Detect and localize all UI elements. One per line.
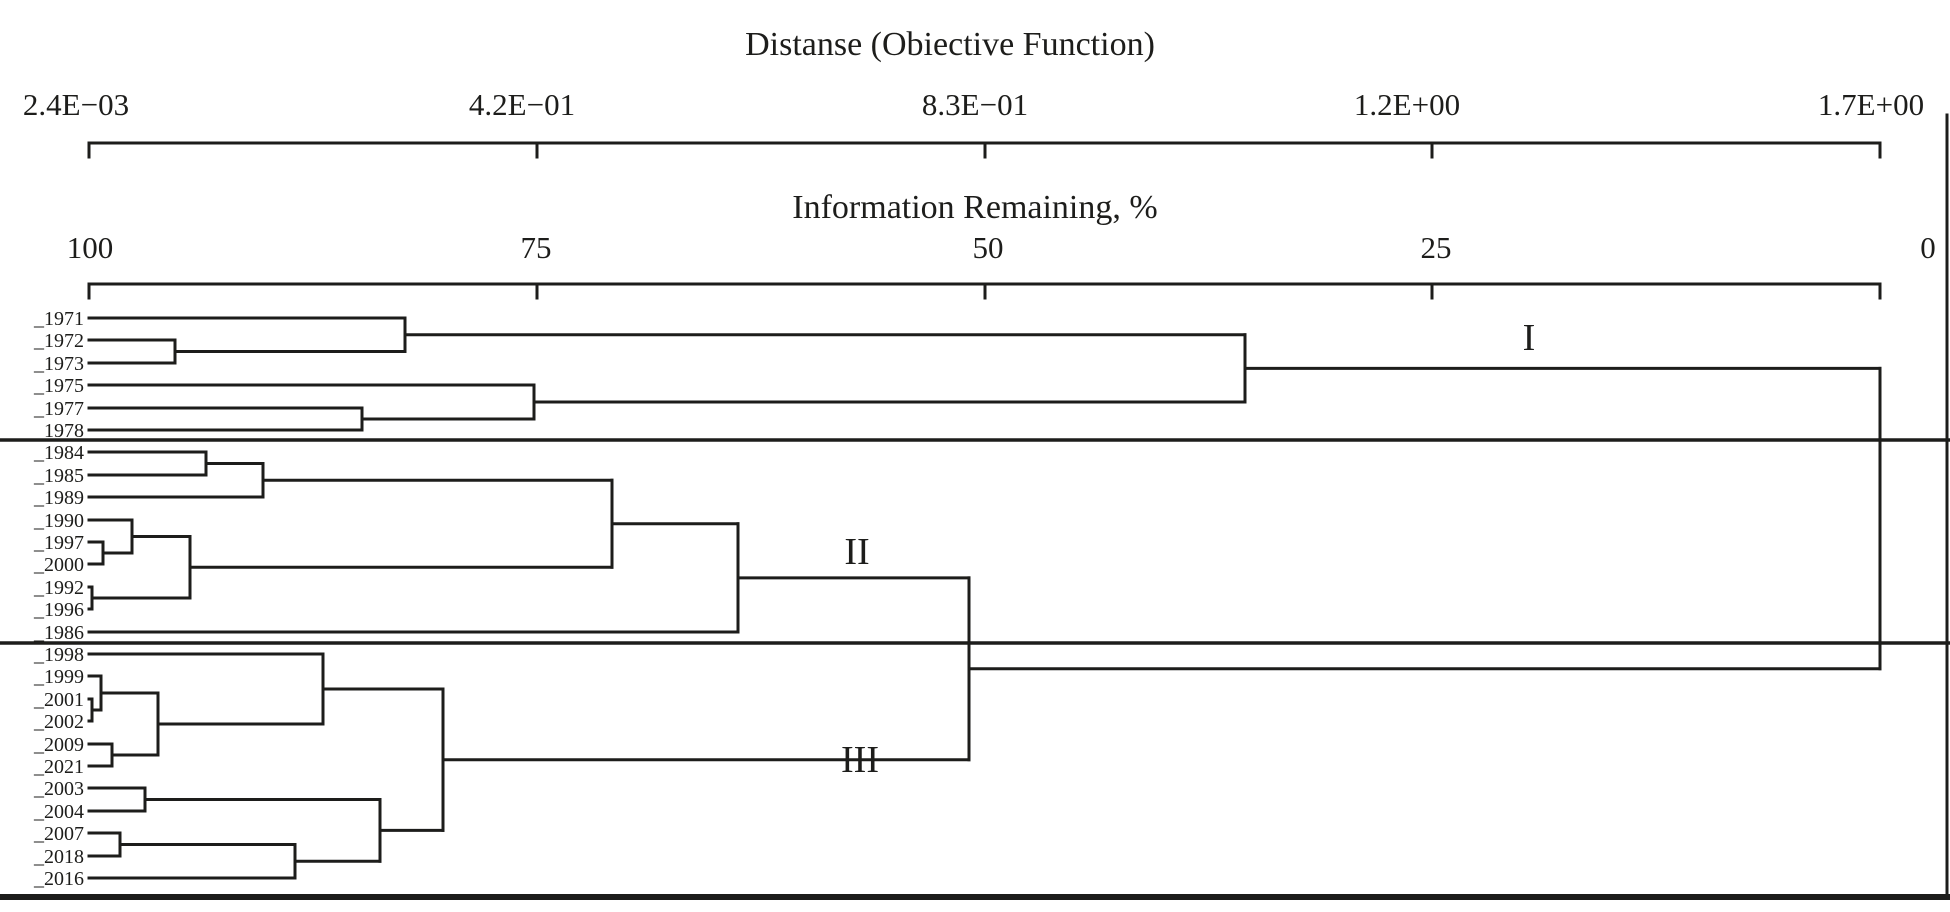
cluster-label: II (844, 531, 869, 573)
leaf-label: _1996 (33, 599, 84, 621)
leaf-label: _2002 (33, 711, 84, 733)
distance-axis-tick-label: 4.2E−01 (469, 87, 575, 122)
leaf-label: _2003 (33, 778, 84, 800)
information-axis-tick-label: 50 (973, 230, 1004, 265)
leaf-label: _1990 (33, 510, 84, 532)
leaf-label: _1975 (33, 375, 84, 397)
leaf-label: _2007 (33, 823, 84, 845)
information-axis-tick-label: 75 (521, 230, 552, 265)
leaf-label: _1986 (33, 622, 84, 644)
leaf-label: _1998 (33, 644, 84, 666)
distance-axis-tick-label: 1.7E+00 (1818, 87, 1924, 122)
distance-axis-title: Distanse (Obiective Function) (745, 26, 1155, 63)
cluster-label: III (841, 739, 879, 781)
distance-axis-tick-label: 1.2E+00 (1354, 87, 1460, 122)
leaf-label: _2009 (33, 734, 84, 756)
leaf-label: _1989 (33, 487, 84, 509)
leaf-label: _2001 (33, 689, 84, 711)
leaf-label: _2021 (33, 756, 84, 778)
leaf-label: _2004 (33, 801, 84, 823)
leaf-label: _1972 (33, 330, 84, 352)
leaf-label: _1997 (33, 532, 84, 554)
leaf-label: _1978 (33, 420, 84, 442)
leaf-label: _1971 (33, 308, 84, 330)
leaf-label: _1985 (33, 465, 84, 487)
leaf-label: _1984 (33, 442, 84, 464)
leaf-label: _2000 (33, 554, 84, 576)
leaf-label: _1977 (33, 398, 84, 420)
information-axis-tick-label: 25 (1421, 230, 1452, 265)
information-axis-title: Information Remaining, % (792, 189, 1157, 226)
information-axis-tick-label: 100 (67, 230, 114, 265)
cluster-label: I (1523, 317, 1536, 359)
leaf-label: _2016 (33, 868, 84, 890)
distance-axis-tick-label: 2.4E−03 (23, 87, 129, 122)
leaf-label: _1973 (33, 353, 84, 375)
leaf-label: _2018 (33, 846, 84, 868)
leaf-label: _1992 (33, 577, 84, 599)
distance-axis-tick-label: 8.3E−01 (922, 87, 1028, 122)
leaf-label: _1999 (33, 666, 84, 688)
information-axis-tick-label: 0 (1920, 230, 1936, 265)
